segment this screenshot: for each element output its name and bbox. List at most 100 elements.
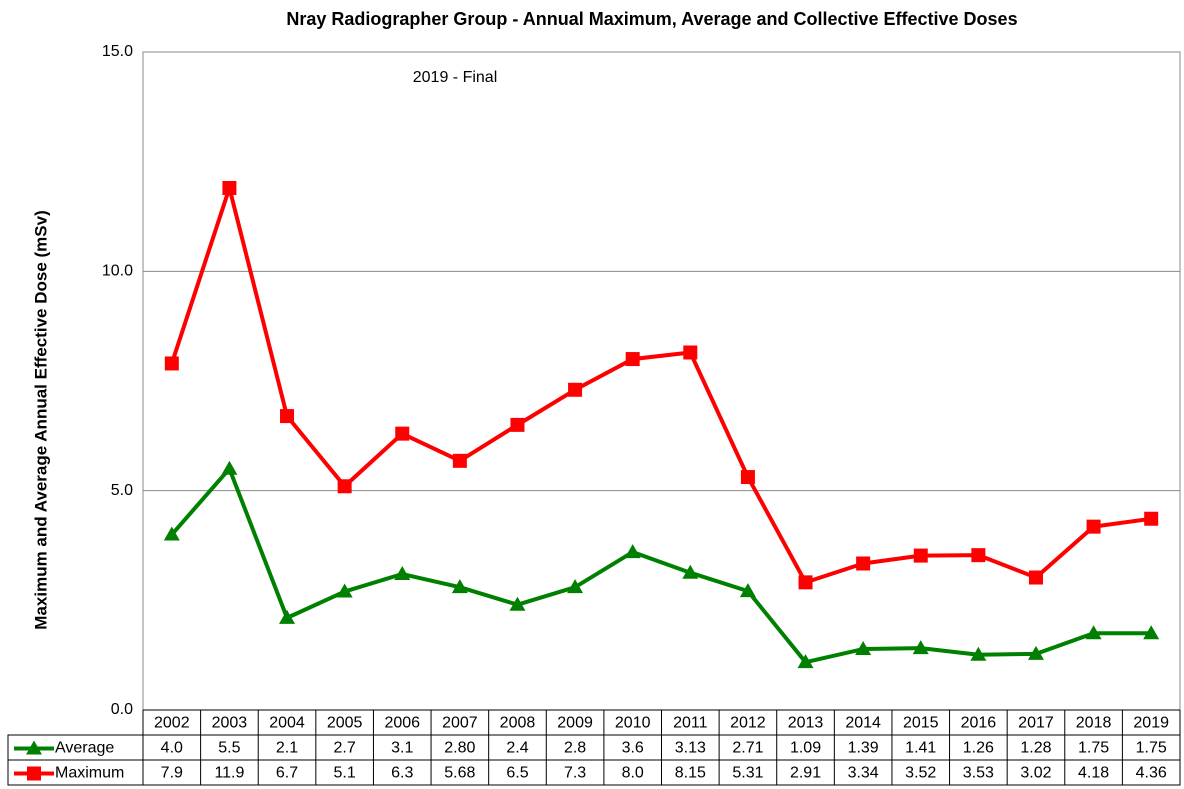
chart-title: Nray Radiographer Group - Annual Maximum… — [286, 9, 1017, 29]
marker — [1027, 645, 1044, 660]
marker — [222, 180, 237, 195]
y-axis-label: Maximum and Average Annual Effective Dos… — [31, 210, 50, 629]
marker — [568, 382, 583, 397]
table-value: 3.52 — [905, 765, 936, 782]
marker — [912, 640, 929, 655]
x-tick-label: 2007 — [442, 715, 478, 732]
table-value: 4.0 — [161, 740, 183, 757]
table-value: 3.53 — [963, 765, 994, 782]
marker — [625, 352, 640, 367]
x-tick-label: 2009 — [557, 715, 593, 732]
marker — [280, 409, 295, 424]
table-value: 11.9 — [214, 765, 244, 782]
table-value: 1.28 — [1020, 740, 1051, 757]
marker — [624, 544, 641, 559]
marker — [1144, 511, 1159, 526]
marker — [683, 345, 698, 360]
x-tick-label: 2016 — [961, 715, 997, 732]
table-value: 2.1 — [276, 740, 298, 757]
table-value: 1.39 — [848, 740, 879, 757]
table-value: 6.5 — [506, 765, 528, 782]
marker — [970, 646, 987, 661]
table-value: 2.4 — [506, 740, 528, 757]
x-tick-label: 2019 — [1133, 715, 1169, 732]
table-value: 3.34 — [848, 765, 879, 782]
table-value: 8.0 — [622, 765, 644, 782]
y-tick-label: 5.0 — [111, 482, 133, 499]
legend-marker — [27, 766, 41, 781]
marker — [452, 453, 467, 468]
y-tick-label: 10.0 — [102, 263, 133, 280]
marker — [163, 526, 180, 541]
table-value: 1.09 — [790, 740, 821, 757]
series-line — [170, 466, 1152, 665]
marker — [971, 548, 986, 563]
table-value: 5.5 — [218, 740, 240, 757]
marker — [1143, 625, 1160, 640]
table-value: 1.75 — [1078, 740, 1109, 757]
x-tick-label: 2003 — [212, 715, 248, 732]
marker — [451, 579, 468, 594]
table-value: 2.91 — [790, 765, 821, 782]
marker — [395, 426, 410, 441]
marker — [567, 579, 584, 594]
x-tick-label: 2004 — [269, 715, 305, 732]
table-value: 6.7 — [276, 765, 298, 782]
marker — [1086, 519, 1101, 534]
x-tick-label: 2008 — [500, 715, 536, 732]
table-value: 3.13 — [675, 740, 706, 757]
x-tick-label: 2010 — [615, 715, 651, 732]
table-value: 5.31 — [732, 765, 763, 782]
marker — [856, 556, 871, 571]
table-value: 1.75 — [1136, 740, 1167, 757]
x-tick-label: 2018 — [1076, 715, 1112, 732]
marker — [740, 470, 755, 485]
table-value: 1.26 — [963, 740, 994, 757]
y-tick-label: 0.0 — [111, 701, 133, 718]
marker — [394, 566, 411, 581]
table-value: 7.3 — [564, 765, 586, 782]
marker — [682, 564, 699, 579]
marker — [221, 460, 238, 475]
x-tick-label: 2015 — [903, 715, 939, 732]
marker — [739, 583, 756, 598]
x-tick-label: 2013 — [788, 715, 824, 732]
table-value: 5.68 — [444, 765, 475, 782]
series-line — [169, 185, 1152, 585]
table-value: 3.02 — [1020, 765, 1051, 782]
table-value: 8.15 — [675, 765, 706, 782]
marker — [1028, 570, 1043, 585]
legend-marker — [26, 740, 42, 755]
marker — [337, 479, 352, 494]
table-value: 6.3 — [391, 765, 413, 782]
x-tick-label: 2011 — [673, 715, 708, 732]
table-value: 3.6 — [622, 740, 644, 757]
x-tick-label: 2002 — [154, 715, 190, 732]
table-value: 4.36 — [1136, 765, 1167, 782]
marker — [510, 417, 525, 432]
marker — [509, 596, 526, 611]
table-value: 2.71 — [732, 740, 763, 757]
marker — [164, 356, 179, 371]
y-tick-label: 15.0 — [102, 43, 133, 60]
legend-label: Average — [55, 740, 114, 757]
x-tick-label: 2014 — [845, 715, 881, 732]
marker — [913, 548, 928, 563]
marker — [1085, 625, 1102, 640]
x-tick-label: 2017 — [1018, 715, 1054, 732]
table-value: 7.9 — [161, 765, 183, 782]
table-value: 3.1 — [391, 740, 413, 757]
legend-label: Maximum — [55, 765, 124, 782]
x-tick-label: 2005 — [327, 715, 363, 732]
marker — [797, 654, 814, 669]
marker — [336, 583, 353, 598]
table-value: 4.18 — [1078, 765, 1109, 782]
table-value: 2.7 — [334, 740, 356, 757]
x-tick-label: 2006 — [384, 715, 420, 732]
table-value: 1.41 — [905, 740, 936, 757]
table-value: 5.1 — [334, 765, 356, 782]
table-value: 2.80 — [444, 740, 475, 757]
marker — [798, 575, 813, 590]
marker — [279, 609, 296, 624]
